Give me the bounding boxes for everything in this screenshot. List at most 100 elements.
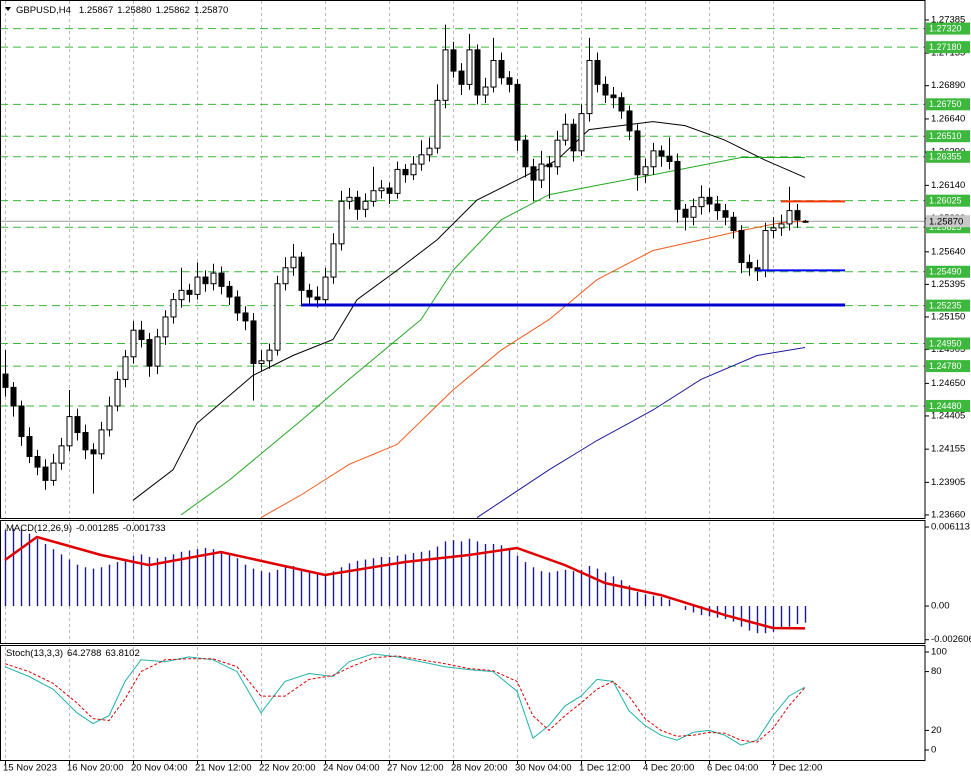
macd-signal — [4, 535, 806, 630]
macd-plot — [4, 528, 807, 634]
candle-body — [282, 267, 289, 285]
candle-body — [714, 203, 721, 212]
x-tick-label: 4 Dec 20:00 — [643, 763, 694, 774]
stoch-main-value: 64.2788 — [67, 648, 101, 659]
candle-body — [490, 59, 497, 88]
level-label-box — [926, 41, 970, 54]
y-tick-label: 0.00 — [931, 601, 950, 612]
main-plot — [0, 24, 925, 518]
level-label: 1.24480 — [929, 401, 962, 411]
candle-body — [402, 168, 409, 176]
x-tick-label: 15 Nov 2023 — [3, 763, 57, 774]
candle-body — [82, 432, 89, 451]
candle-body — [618, 97, 625, 112]
candle-body — [418, 154, 425, 165]
candle-body — [434, 99, 441, 149]
level-label: 1.27180 — [929, 42, 962, 52]
level-label-box — [926, 194, 970, 207]
x-tick-label: 30 Nov 04:00 — [515, 763, 572, 774]
x-tick-label: 20 Nov 04:00 — [131, 763, 188, 774]
quote-close: 1.25870 — [194, 5, 228, 16]
candle-body — [426, 147, 433, 156]
candle-body — [186, 289, 193, 295]
level-label-box — [926, 265, 970, 278]
candle-body — [234, 296, 241, 314]
level-label: 1.26750 — [929, 99, 962, 109]
symbol: GBPUSD,H4 — [16, 5, 71, 16]
candle-body — [98, 429, 105, 455]
y-tick-label: 1.26140 — [931, 180, 965, 191]
candle-body — [290, 256, 297, 269]
y-tick-label: 0.006113 — [931, 522, 970, 533]
level-label-box — [926, 299, 970, 312]
x-tick-label: 1 Dec 12:00 — [579, 763, 630, 774]
level-label: 1.27320 — [929, 23, 962, 33]
candle-body — [546, 163, 553, 168]
candle-body — [706, 196, 713, 205]
y-tick-label: 1.26640 — [931, 113, 965, 124]
candle-body — [42, 466, 49, 481]
y-tick-label: 1.23660 — [931, 509, 965, 520]
candle-body — [522, 139, 529, 168]
candle-body — [690, 206, 697, 218]
y-tick-label: 1.23905 — [931, 477, 965, 488]
candle-body — [10, 386, 17, 407]
candle-body — [378, 187, 385, 192]
candle-body — [58, 445, 65, 464]
y-tick-label: 1.26890 — [931, 80, 965, 91]
y-tick-label: -0.002606 — [931, 634, 971, 645]
candle-body — [122, 356, 129, 380]
candle-body — [594, 59, 601, 85]
candle-body — [354, 196, 361, 210]
macd-signal-value: -0.001733 — [123, 523, 166, 534]
candle-body — [66, 416, 73, 447]
candle-body — [178, 289, 185, 301]
candle-body — [130, 329, 137, 358]
x-tick-label: 16 Nov 20:00 — [67, 763, 124, 774]
x-tick-label: 24 Nov 04:00 — [323, 763, 380, 774]
candle-body — [258, 360, 265, 364]
level-label: 1.24780 — [929, 361, 962, 371]
candle-body — [586, 59, 593, 115]
level-label: 1.26355 — [929, 152, 962, 162]
level-label-box — [926, 98, 970, 111]
candle-body — [210, 272, 217, 285]
candle-body — [26, 436, 33, 457]
level-label-box — [926, 399, 970, 412]
level-label-box — [926, 360, 970, 373]
candle-body — [802, 220, 809, 223]
x-tick-label: 28 Nov 20:00 — [451, 763, 508, 774]
candle-body — [170, 299, 177, 318]
candle-body — [330, 243, 337, 278]
candle-body — [2, 373, 9, 388]
y-tick-label: 1.24155 — [931, 444, 965, 455]
quote-low: 1.25862 — [156, 5, 190, 16]
y-tick-label: 1.25150 — [931, 311, 965, 322]
candle-body — [466, 49, 473, 85]
candle-body — [226, 285, 233, 298]
y-tick-label: 1.24405 — [931, 410, 965, 421]
moving-average — [476, 347, 806, 518]
candle-body — [610, 94, 617, 99]
current-price-label: 1.25870 — [929, 216, 963, 227]
candle-body — [194, 276, 201, 295]
symbol-menu-arrow[interactable] — [5, 7, 11, 11]
candle-body — [394, 168, 401, 194]
candle-body — [730, 216, 737, 232]
y-tick-label: 1.25640 — [931, 246, 965, 257]
candle-body — [762, 230, 769, 271]
moving-average — [180, 157, 805, 516]
candle-body — [578, 113, 585, 152]
candle-body — [138, 329, 145, 341]
candle-body — [498, 59, 505, 79]
candle-body — [322, 276, 329, 301]
stoch-title: Stoch(13,3,3) — [6, 648, 63, 659]
candle-body — [146, 339, 153, 367]
stoch-signal-value: 63.8102 — [105, 648, 139, 659]
candle-body — [650, 150, 657, 168]
candle-body — [570, 123, 577, 152]
candle-body — [410, 163, 417, 176]
